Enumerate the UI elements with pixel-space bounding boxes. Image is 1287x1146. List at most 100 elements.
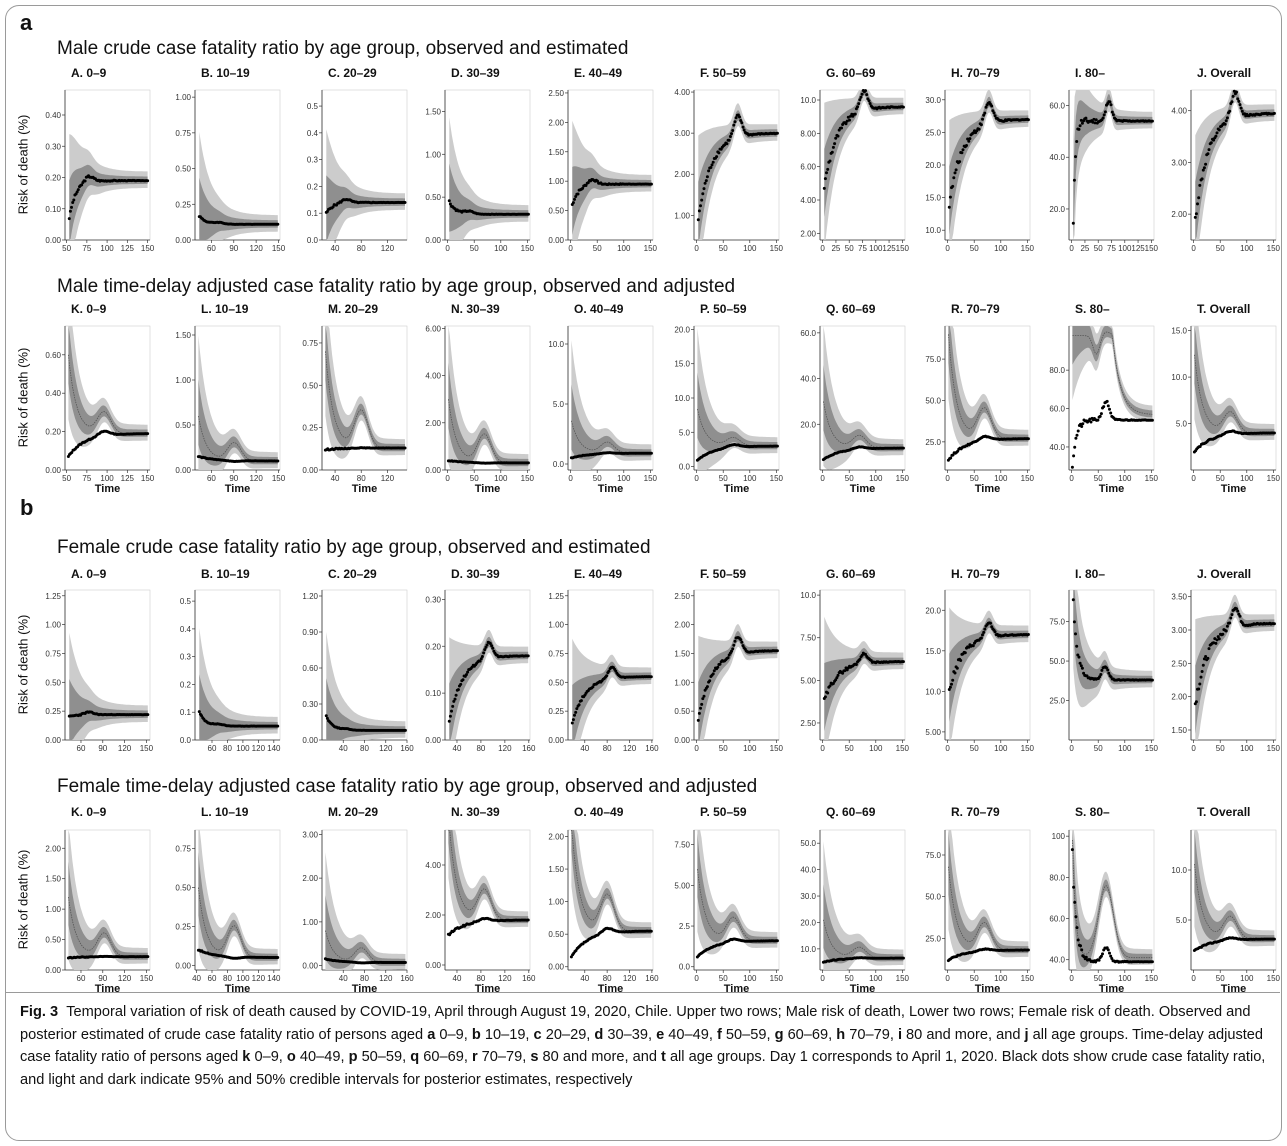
row-title: Female crude case fatality ratio by age … (57, 537, 651, 558)
panel-title: A. 0–9 (71, 567, 107, 581)
panel-title: H. 70–79 (951, 66, 1000, 80)
caption-text: 70–79, (845, 1026, 898, 1043)
caption-text: 70–79, (477, 1049, 531, 1065)
panel-title: C. 20–29 (328, 567, 377, 581)
panel-title: L. 10–19 (201, 805, 249, 819)
x-axis-label: Time (94, 983, 121, 995)
panel-title: A. 0–9 (71, 66, 107, 80)
caption-panel-letter: d (594, 1026, 604, 1043)
x-axis-label: Time (224, 983, 251, 995)
panel-title: K. 0–9 (71, 302, 107, 316)
y-axis-label: Risk of death (%) (15, 114, 31, 215)
caption-panel-letter: p (348, 1049, 358, 1065)
caption-panel-letter: q (410, 1049, 420, 1065)
x-axis-label: Time (474, 983, 501, 995)
x-axis-label: Time (224, 483, 251, 495)
caption-text: 0–9, (250, 1049, 287, 1065)
panel-title: E. 40–49 (574, 567, 623, 581)
panel-title: P. 50–59 (700, 805, 747, 819)
panel-title: B. 10–19 (201, 567, 250, 581)
panel-title: P. 50–59 (700, 302, 747, 316)
panel-title: R. 70–79 (951, 302, 1000, 316)
x-axis-label: Time (723, 483, 750, 495)
caption-panel-letter: i (897, 1026, 902, 1043)
y-axis-label: Risk of death (%) (15, 614, 31, 715)
caption-panel-letter: r (471, 1049, 478, 1065)
x-axis-label: Time (723, 983, 750, 995)
caption-text: 80 and more, and (538, 1049, 662, 1065)
caption-panel-letter: a (427, 1026, 436, 1043)
panel-title: L. 10–19 (201, 302, 249, 316)
panel-title: J. Overall (1197, 567, 1252, 581)
panel-title: S. 80– (1075, 805, 1110, 819)
panel-title: I. 80– (1075, 567, 1106, 581)
caption-panel-letter: j (1024, 1026, 1029, 1043)
x-axis-label: Time (849, 483, 876, 495)
panel-title: Q. 60–69 (826, 302, 876, 316)
panel-title: T. Overall (1197, 302, 1251, 316)
panel-title: Q. 60–69 (826, 805, 876, 819)
panel-title: F. 50–59 (700, 567, 747, 581)
caption-text: 60–69, (783, 1026, 837, 1043)
x-axis-label: Time (351, 983, 378, 995)
caption-text: 0–9, (435, 1026, 472, 1043)
x-axis-label: Time (1098, 483, 1125, 495)
panel-title: J. Overall (1197, 66, 1252, 80)
panel-title: O. 40–49 (574, 805, 624, 819)
row-title: Female time-delay adjusted case fatality… (57, 776, 758, 797)
caption-panel-letter: g (774, 1026, 784, 1043)
caption-panel-letter: k (242, 1049, 251, 1065)
caption-text: 40–49, (295, 1049, 349, 1065)
x-axis-label: Time (94, 483, 121, 495)
x-axis-label: Time (1220, 483, 1247, 495)
x-axis-label: Time (974, 983, 1001, 995)
row-title: Male time-delay adjusted case fatality r… (57, 276, 736, 297)
y-axis-label: Risk of death (%) (15, 347, 31, 448)
x-axis-label: Time (351, 483, 378, 495)
panel-title: G. 60–69 (826, 567, 876, 581)
caption-panel-letter: b (471, 1026, 481, 1043)
panel-title: D. 30–39 (451, 567, 500, 581)
caption-text: all age groups. Day 1 corresponds to Apr… (20, 1049, 1266, 1088)
caption-body: Temporal variation of risk of death caus… (20, 1004, 1265, 1088)
panel-title: G. 60–69 (826, 66, 876, 80)
caption-text: all age groups. Time-delay adjusted case… (20, 1026, 1264, 1066)
caption-text: 80 and more, and (902, 1026, 1025, 1043)
caption-panel-letter: o (286, 1049, 296, 1065)
caption-panel-letter: c (533, 1026, 542, 1043)
x-axis-label: Time (597, 483, 624, 495)
panel-title: N. 30–39 (451, 805, 500, 819)
panel-title: S. 80– (1075, 302, 1110, 316)
caption-text: 30–39, (603, 1026, 657, 1043)
caption-text: 40–49, (664, 1026, 717, 1043)
caption-panel-letter: e (656, 1026, 665, 1043)
panel-title: N. 30–39 (451, 302, 500, 316)
caption-divider (6, 992, 1280, 993)
figure-label: Fig. 3 (20, 1004, 59, 1020)
caption-panel-letter: h (836, 1026, 846, 1043)
panel-title: H. 70–79 (951, 567, 1000, 581)
caption-text: Temporal variation of risk of death caus… (20, 1004, 1251, 1043)
x-axis-label: Time (1220, 983, 1247, 995)
x-axis-label: Time (1098, 983, 1125, 995)
caption-text: 50–59, (357, 1049, 411, 1065)
panel-title: I. 80– (1075, 66, 1106, 80)
caption-text: 60–69, (419, 1049, 472, 1065)
caption-panel-letter: s (530, 1049, 539, 1065)
panel-title: M. 20–29 (328, 302, 379, 316)
caption-text: 10–19, (480, 1026, 534, 1043)
panel-title: B. 10–19 (201, 66, 250, 80)
section-letter: a (20, 10, 33, 35)
x-axis-label: Time (974, 483, 1001, 495)
panel-title: E. 40–49 (574, 66, 623, 80)
panel-title: F. 50–59 (700, 66, 747, 80)
caption-panel-letter: f (716, 1026, 722, 1043)
caption-text: 20–29, (541, 1026, 595, 1043)
panel-title: C. 20–29 (328, 66, 377, 80)
caption-panel-letter: t (661, 1049, 666, 1065)
x-axis-label: Time (597, 983, 624, 995)
panel-title: T. Overall (1197, 805, 1251, 819)
panel-title: R. 70–79 (951, 805, 1000, 819)
x-axis-label: Time (474, 483, 501, 495)
caption-text: 50–59, (721, 1026, 775, 1043)
